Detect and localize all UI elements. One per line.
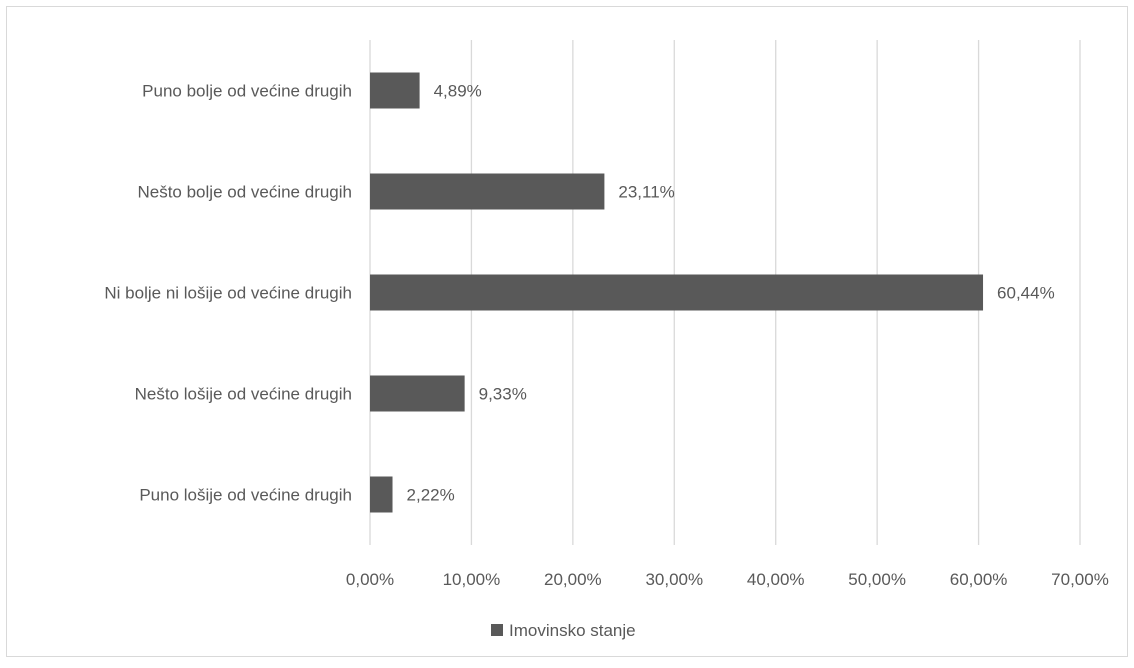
category-label: Nešto lošije od većine drugih bbox=[135, 385, 352, 404]
bar bbox=[370, 375, 465, 412]
x-tick-label: 0,00% bbox=[346, 570, 394, 589]
data-label: 60,44% bbox=[997, 284, 1055, 303]
category-label: Ni bolje ni lošije od većine drugih bbox=[104, 284, 352, 303]
x-tick-label: 60,00% bbox=[950, 570, 1008, 589]
category-labels: Puno bolje od većine drugih Nešto bolje o… bbox=[104, 82, 352, 505]
data-label: 2,22% bbox=[407, 486, 455, 505]
data-label: 23,11% bbox=[618, 183, 674, 202]
x-tick-label: 30,00% bbox=[645, 570, 703, 589]
x-tick-label: 20,00% bbox=[544, 570, 602, 589]
legend: Imovinsko stanje bbox=[491, 621, 636, 640]
bar bbox=[370, 173, 605, 210]
legend-label: Imovinsko stanje bbox=[509, 621, 636, 640]
x-tick-label: 40,00% bbox=[747, 570, 805, 589]
chart-frame bbox=[6, 6, 1128, 657]
x-tick-label: 50,00% bbox=[848, 570, 906, 589]
bars bbox=[370, 72, 984, 513]
bar bbox=[370, 72, 420, 109]
bar bbox=[370, 476, 393, 513]
x-tick-label: 70,00% bbox=[1051, 570, 1109, 589]
category-label: Puno lošije od većine drugih bbox=[139, 486, 352, 505]
category-label: Puno bolje od većine drugih bbox=[142, 82, 352, 101]
x-tick-label: 10,00% bbox=[443, 570, 501, 589]
data-labels: 4,89% 23,11% 60,44% 9,33% 2,22% bbox=[407, 82, 1055, 505]
data-label: 9,33% bbox=[479, 385, 527, 404]
bar bbox=[370, 274, 984, 311]
legend-swatch bbox=[491, 624, 503, 636]
x-tick-labels: 0,00% 10,00% 20,00% 30,00% 40,00% 50,00% 60,00… bbox=[346, 570, 1109, 589]
data-label: 4,89% bbox=[434, 82, 482, 101]
category-label: Nešto bolje od većine drugih bbox=[137, 183, 352, 202]
